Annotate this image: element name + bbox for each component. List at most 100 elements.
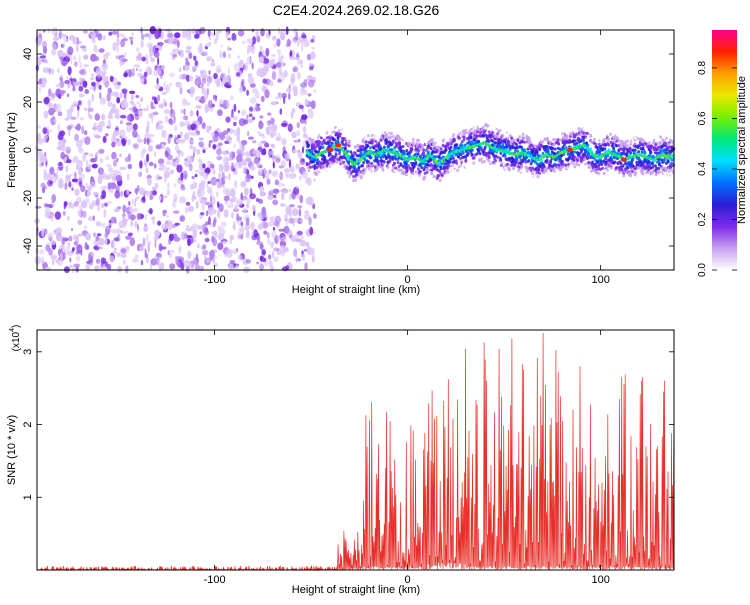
noise-blob [187,250,192,259]
signal-point [494,141,497,145]
noise-blob [228,139,232,144]
noise-blob [286,87,292,94]
signal-point [367,170,371,174]
noise-blob [126,218,129,223]
signal-point [629,151,633,155]
noise-blob [100,185,107,189]
noise-blob [259,45,263,51]
noise-blob [59,74,64,78]
noise-blob [293,248,297,257]
noise-blob [198,137,204,141]
signal-point [399,145,403,149]
signal-point [456,168,459,172]
noise-blob [179,121,185,127]
noise-blob [77,104,80,111]
noise-blob [206,56,212,62]
noise-blob [291,112,294,119]
signal-point [490,127,493,131]
noise-blob [96,151,99,157]
noise-blob [97,242,100,248]
signal-point [577,131,581,135]
noise-blob [233,103,237,112]
noise-blob [51,48,57,56]
noise-blob [94,113,101,121]
noise-blob [62,60,68,66]
noise-blob [119,153,122,158]
signal-point [564,141,568,145]
noise-blob [91,31,97,39]
noise-blob [44,266,51,272]
noise-blob [114,247,117,252]
noise-blob [250,221,255,229]
noise-blob [226,128,231,132]
noise-blob [262,148,267,156]
noise-blob [97,33,103,41]
noise-blob [143,225,149,233]
noise-blob [185,34,192,41]
signal-point [632,151,636,155]
noise-blob [202,249,209,256]
signal-point [516,149,520,153]
signal-point [383,145,386,149]
signal-point [369,155,373,160]
noise-blob [78,54,81,63]
noise-blob [140,150,145,159]
signal-point [575,161,579,165]
noise-blob [129,205,132,213]
noise-blob [51,193,57,203]
signal-point [472,161,476,165]
signal-point [387,145,391,149]
noise-blob [297,41,300,47]
noise-blob [149,194,154,201]
noise-blob [266,178,271,185]
noise-blob [93,232,96,238]
noise-blob [47,130,49,136]
signal-point [430,172,434,176]
noise-blob [157,158,165,165]
noise-blob [114,91,119,98]
noise-blob [184,173,187,180]
noise-blob [307,109,314,119]
noise-blob [72,101,79,107]
noise-blob [120,253,127,258]
noise-blob [183,108,186,116]
noise-blob [200,84,204,90]
noise-blob [67,215,70,222]
noise-blob [259,115,264,119]
noise-blob [145,54,148,60]
signal-point [564,163,568,167]
noise-blob [101,202,105,208]
noise-blob [289,56,296,61]
noise-blob [294,217,299,223]
noise-blob [231,151,236,159]
noise-blob [183,134,187,140]
noise-blob [178,139,185,144]
noise-blob [189,109,194,117]
signal-point [407,164,410,168]
noise-blob [154,30,160,40]
noise-blob [52,43,57,51]
signal-point [423,171,427,175]
noise-blob [47,179,50,185]
signal-point [649,150,653,154]
noise-blob [221,184,225,188]
signal-point [652,163,655,168]
noise-blob [258,133,265,137]
noise-blob [196,243,200,249]
signal-point [452,156,455,160]
noise-blob [87,110,91,117]
noise-blob [227,53,232,59]
noise-blob [299,194,304,204]
noise-blob [85,263,91,271]
noise-blob [197,158,203,164]
noise-blob [268,80,274,87]
noise-blob [62,42,66,48]
noise-blob [262,167,267,176]
signal-point [609,140,613,144]
signal-point [552,137,555,142]
noise-blob [217,109,223,116]
noise-blob [111,30,118,35]
noise-blob [197,45,204,54]
noise-blob [69,257,72,263]
noise-blob [194,77,202,87]
